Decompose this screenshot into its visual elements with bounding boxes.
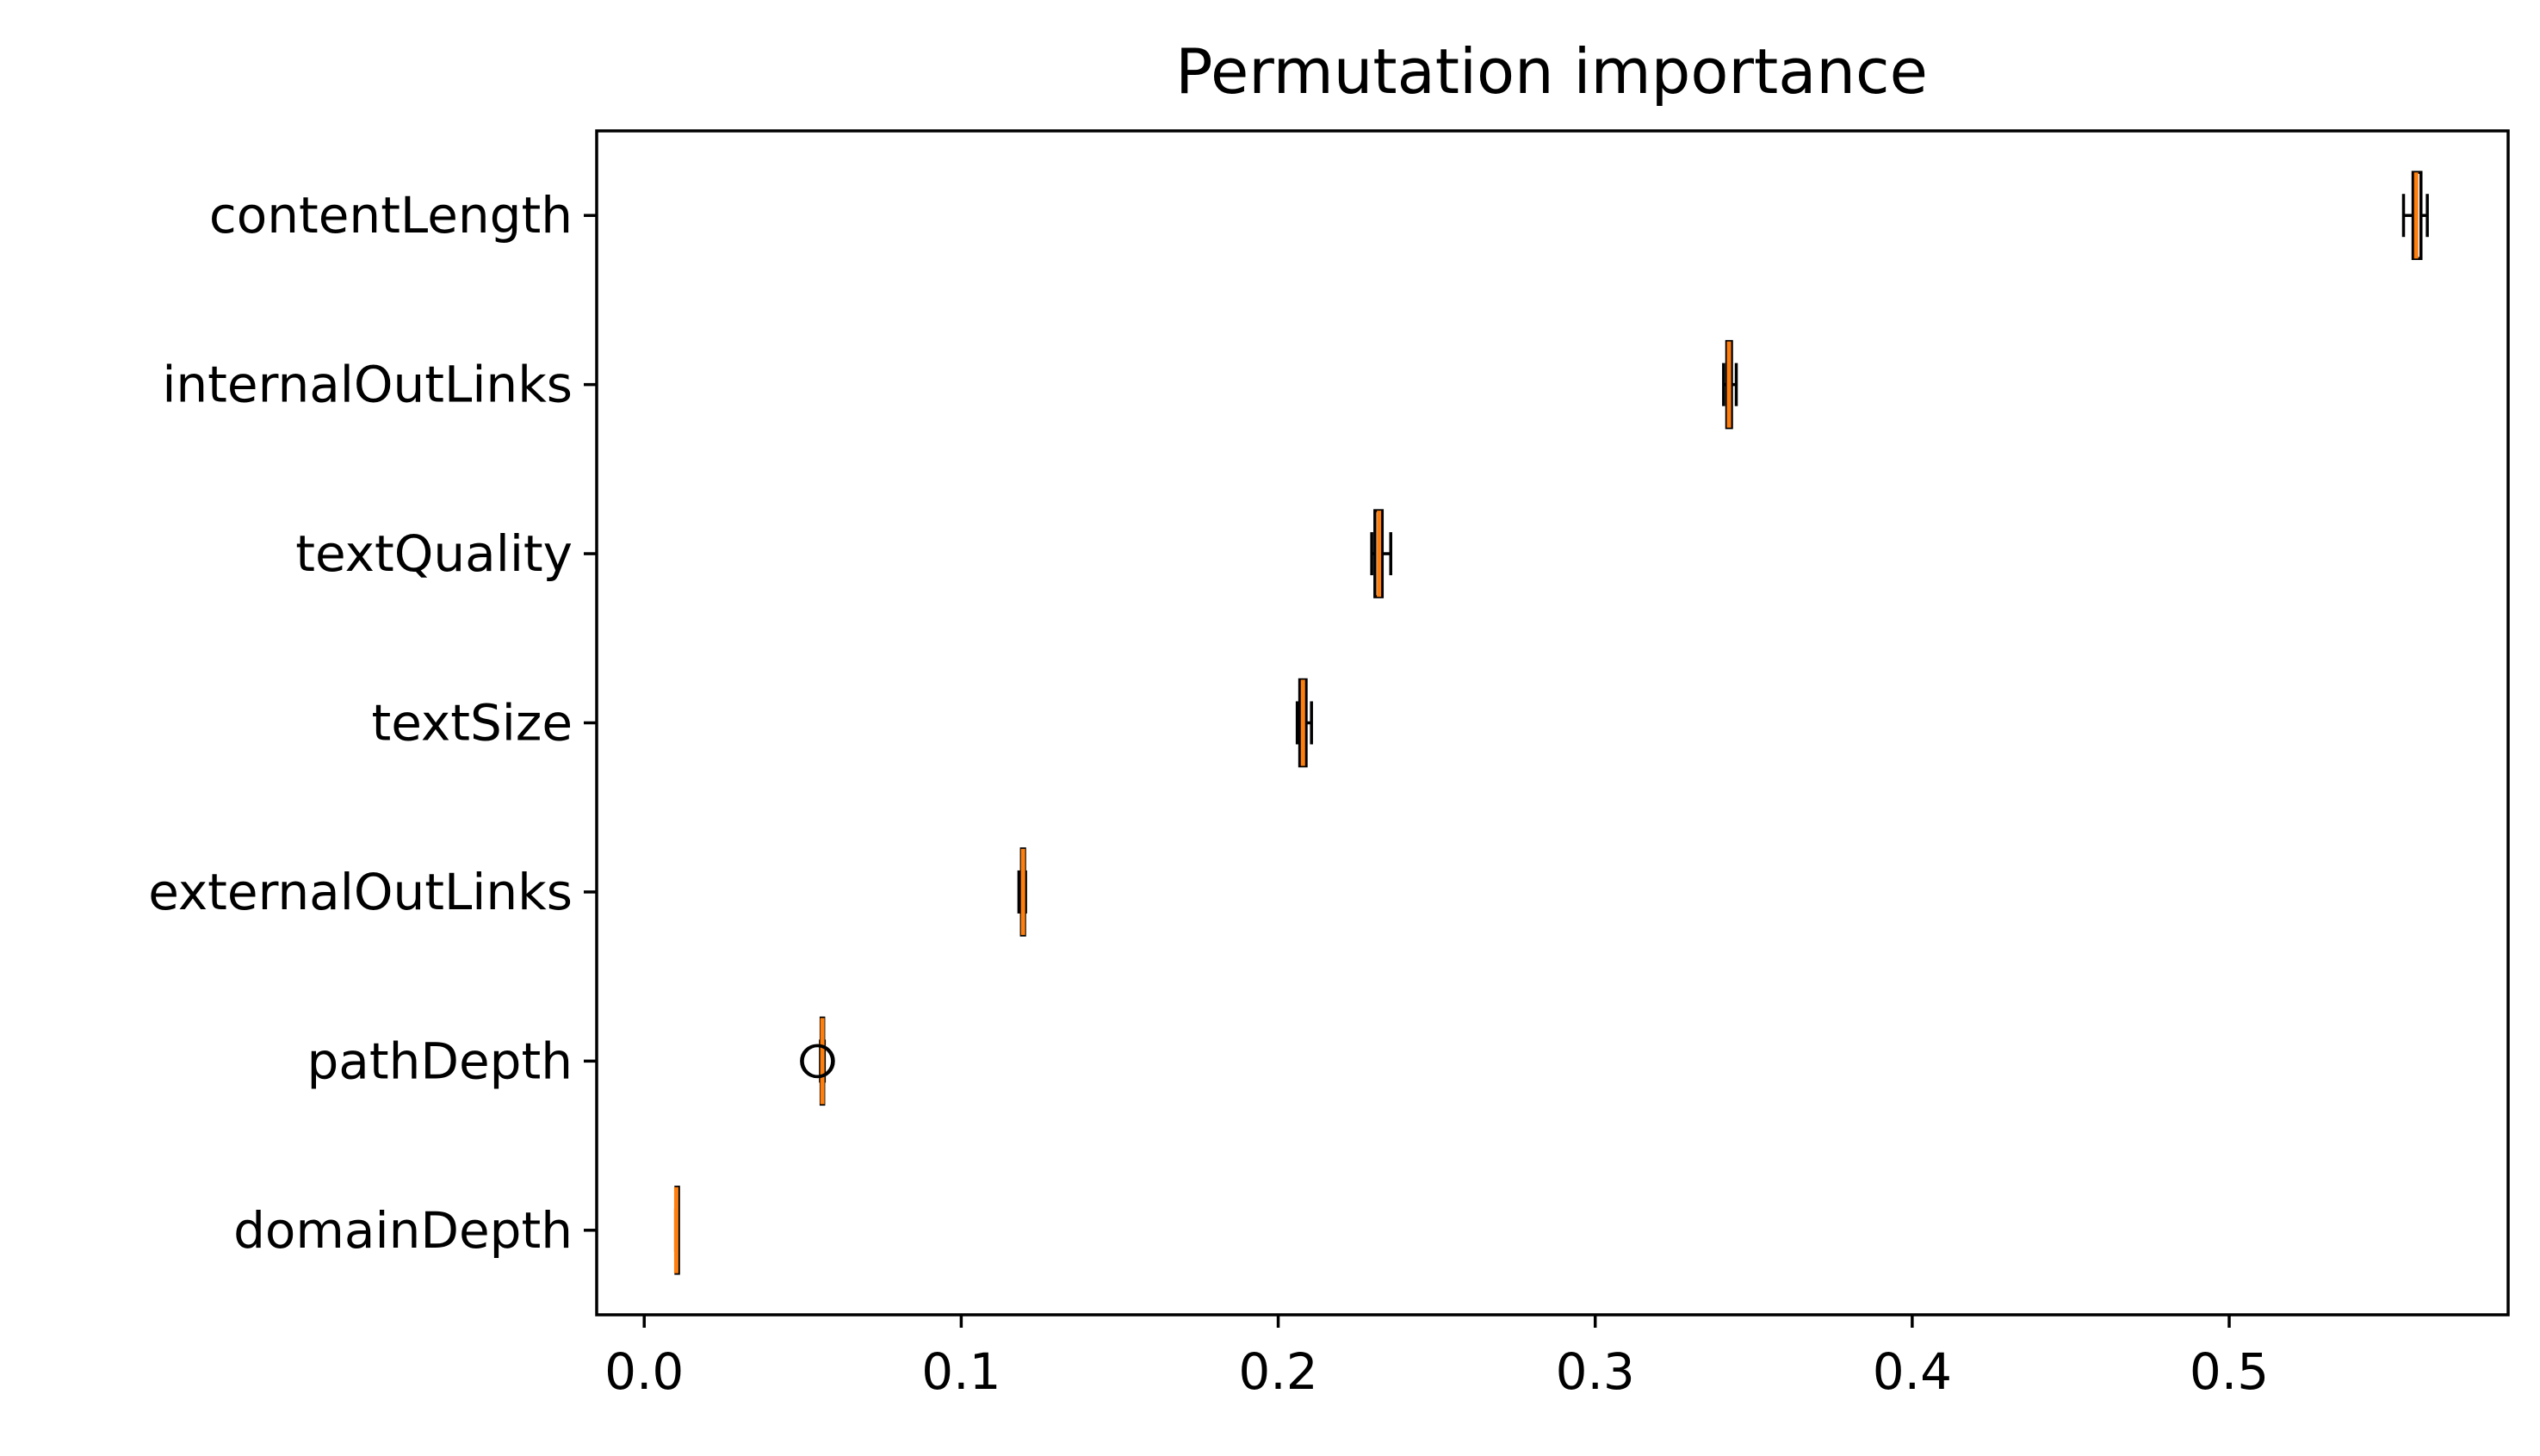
- box-series: [673, 170, 2429, 1275]
- y-tick-label: externalOutLinks: [148, 863, 573, 921]
- box-internalOutLinks: [1722, 339, 1738, 430]
- box-pathDepth: [800, 1016, 835, 1106]
- chart-title: Permutation importance: [1175, 35, 1928, 108]
- outlier-point: [801, 1044, 835, 1079]
- y-tick-label: domainDepth: [233, 1201, 573, 1260]
- x-axis: 0.0 0.1 0.2 0.3 0.4 0.5: [604, 1315, 2269, 1401]
- box-externalOutLinks: [1017, 847, 1027, 937]
- box-textQuality: [1370, 509, 1392, 598]
- y-tick-label: textQuality: [295, 524, 573, 583]
- y-tick-label: pathDepth: [307, 1032, 573, 1090]
- y-tick-label: internalOutLinks: [162, 356, 573, 414]
- y-axis: contentLength internalOutLinks textQuality…: [148, 186, 597, 1260]
- x-tick-label: 0.4: [1873, 1342, 1952, 1401]
- plot-area-frame: [595, 129, 2510, 1317]
- y-tick-label: contentLength: [209, 186, 573, 245]
- x-tick-label: 0.1: [921, 1342, 1001, 1401]
- box-textSize: [1295, 678, 1313, 768]
- x-tick-label: 0.3: [1556, 1342, 1635, 1401]
- box-contentLength: [2401, 170, 2429, 260]
- y-tick-label: textSize: [371, 694, 573, 753]
- box-domainDepth: [673, 1186, 680, 1275]
- x-tick-label: 0.2: [1238, 1342, 1317, 1401]
- x-tick-label: 0.5: [2190, 1342, 2269, 1401]
- x-tick-label: 0.0: [604, 1342, 684, 1401]
